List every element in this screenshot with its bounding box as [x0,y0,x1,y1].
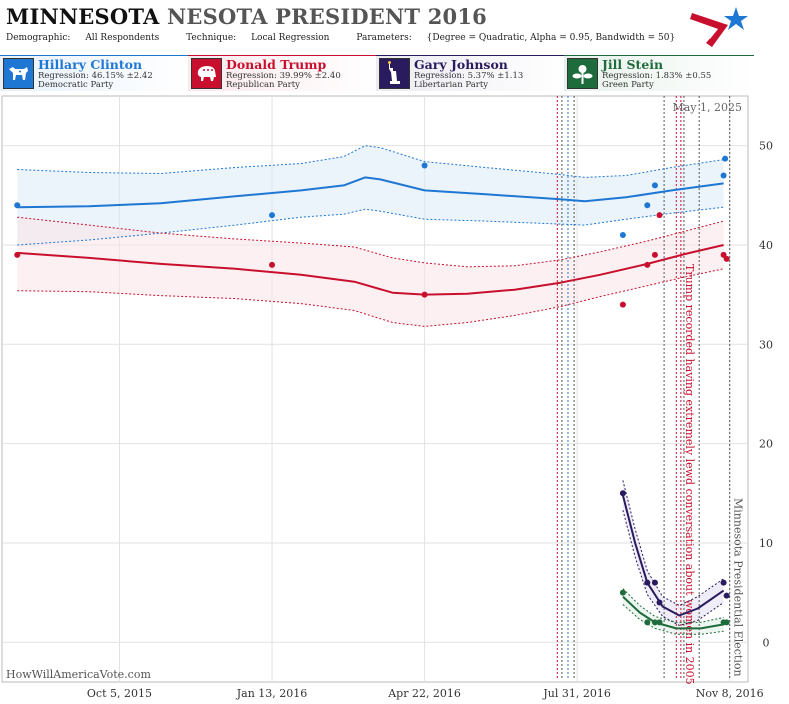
confidence-lower [17,206,724,246]
poll-point [656,619,663,626]
poll-point [644,619,651,626]
poll-point [656,599,663,606]
y-tick-label: 30 [759,338,773,351]
poll-points [14,155,730,626]
poll-point [14,202,21,209]
candidate-name: Gary Johnson [414,57,508,72]
regression-line [17,176,724,209]
candidate-name: Jill Stein [602,57,664,72]
poll-point [656,212,663,219]
y-tick-label: 40 [759,239,773,252]
site-logo-icon [690,7,748,47]
regression-line [621,495,725,617]
event-lines: Trump recorded having extremely lewd con… [556,96,745,685]
x-tick-label: Nov 8, 2016 [696,687,764,700]
title-rest: NESOTA PRESIDENT 2016 [167,4,487,29]
poll-point [421,162,428,169]
y-tick-label: 50 [759,140,773,153]
confidence-upper [622,588,724,623]
x-tick-label: Apr 22, 2016 [387,687,461,700]
poll-point [14,251,21,258]
technique-info: Technique: Local Regression [186,33,330,43]
liberty-statue-icon [379,58,410,89]
poll-point [651,619,658,626]
plot-frame [1,95,749,683]
poll-point [619,589,626,596]
poll-point [619,301,626,308]
poll-point [723,619,730,626]
parameters-line: Demographic: All Respondents Technique: … [6,33,699,43]
x-tick-label: Jan 13, 2016 [236,687,308,700]
legend-clinton[interactable]: Hillary Clinton Regression: 46.15% ±2.42… [0,55,190,91]
legend-johnson[interactable]: Gary Johnson Regression: 5.37% ±1.13 Lib… [376,55,566,91]
candidate-regression: Regression: 46.15% ±2.42 [38,71,153,81]
poll-point [619,232,626,239]
regression-line [622,595,724,630]
candidate-party: Libertarian Party [414,80,489,90]
legend-trump[interactable]: Donald Trump Regression: 39.99% ±2.40 Re… [188,55,378,91]
candidate-party: Republican Party [226,80,300,90]
elephant-icon [191,58,222,89]
poll-point [644,579,651,586]
event-annotation: Trump recorded having extremely lewd con… [683,264,696,685]
poll-point [269,261,276,268]
y-tick-label: 20 [759,438,773,451]
poll-point [644,261,651,268]
flower-icon [567,58,598,89]
watermark: HowWillAmericaVote.com [6,668,151,681]
event-annotation: Minnesota Presidential Election [732,498,745,677]
candidate-party: Democratic Party [38,80,114,90]
x-tick-label: Oct 5, 2015 [87,687,152,700]
confidence-band [17,217,724,327]
confidence-band [17,145,724,245]
poll-point [269,212,276,219]
candidate-regression: Regression: 39.99% ±2.40 [226,71,341,81]
y-tick-label: 10 [759,537,773,550]
demographic-info: Demographic: All Respondents [6,33,160,43]
poll-point [720,172,727,179]
candidate-regression: Regression: 1.83% ±0.55 [602,71,712,81]
confidence-lower [622,510,724,626]
x-tick-label: Jul 31, 2016 [542,687,611,700]
confidence-upper [17,145,724,178]
candidate-regression: Regression: 5.37% ±1.13 [414,71,524,81]
y-tick-label: 0 [763,636,770,649]
candidate-name: Hillary Clinton [38,57,143,72]
donkey-icon [3,58,34,89]
axis-labels: 0 10 20 30 40 50 Oct 5, 2015 Jan 13, 2016 Apr 22… [87,140,773,700]
poll-point [723,255,730,262]
chart-title: MINNESOTA NESOTA PRESIDENT 2016 [6,4,487,29]
poll-point [720,579,727,586]
confidence-lower [17,268,724,327]
legend-stein[interactable]: Jill Stein Regression: 1.83% ±0.55 Green… [564,55,754,91]
date-stamp: May 1, 2025 [672,101,742,114]
confidence-upper [17,216,724,268]
poll-point [651,182,658,189]
poll-point [421,291,428,298]
title-state: MINNESOTA [6,4,160,29]
confidence-bands [17,145,724,635]
candidate-party: Green Party [602,80,654,90]
poll-point [651,251,658,258]
poll-point [644,202,651,209]
confidence-band [622,480,724,626]
parameters-info: Parameters: {Degree = Quadratic, Alpha =… [356,33,676,43]
poll-point [651,579,658,586]
candidate-name: Donald Trump [226,57,327,72]
poll-point [723,592,730,599]
poll-point [619,490,626,497]
poll-point [722,155,729,162]
